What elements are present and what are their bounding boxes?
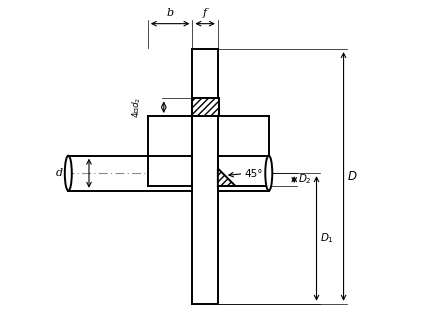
Text: b: b	[167, 8, 174, 18]
Ellipse shape	[65, 156, 72, 191]
Polygon shape	[219, 117, 268, 185]
Text: $D_1$: $D_1$	[320, 231, 334, 245]
Polygon shape	[218, 169, 235, 186]
Polygon shape	[148, 117, 192, 185]
Text: 45°: 45°	[245, 169, 264, 179]
Text: f: f	[203, 8, 207, 18]
Text: $D$: $D$	[347, 170, 358, 183]
Text: 4孔$d_2$: 4孔$d_2$	[130, 97, 143, 118]
Polygon shape	[192, 99, 220, 116]
Text: $D_2$: $D_2$	[298, 173, 312, 187]
Text: d: d	[55, 168, 63, 178]
Ellipse shape	[265, 156, 272, 191]
Polygon shape	[192, 155, 218, 191]
